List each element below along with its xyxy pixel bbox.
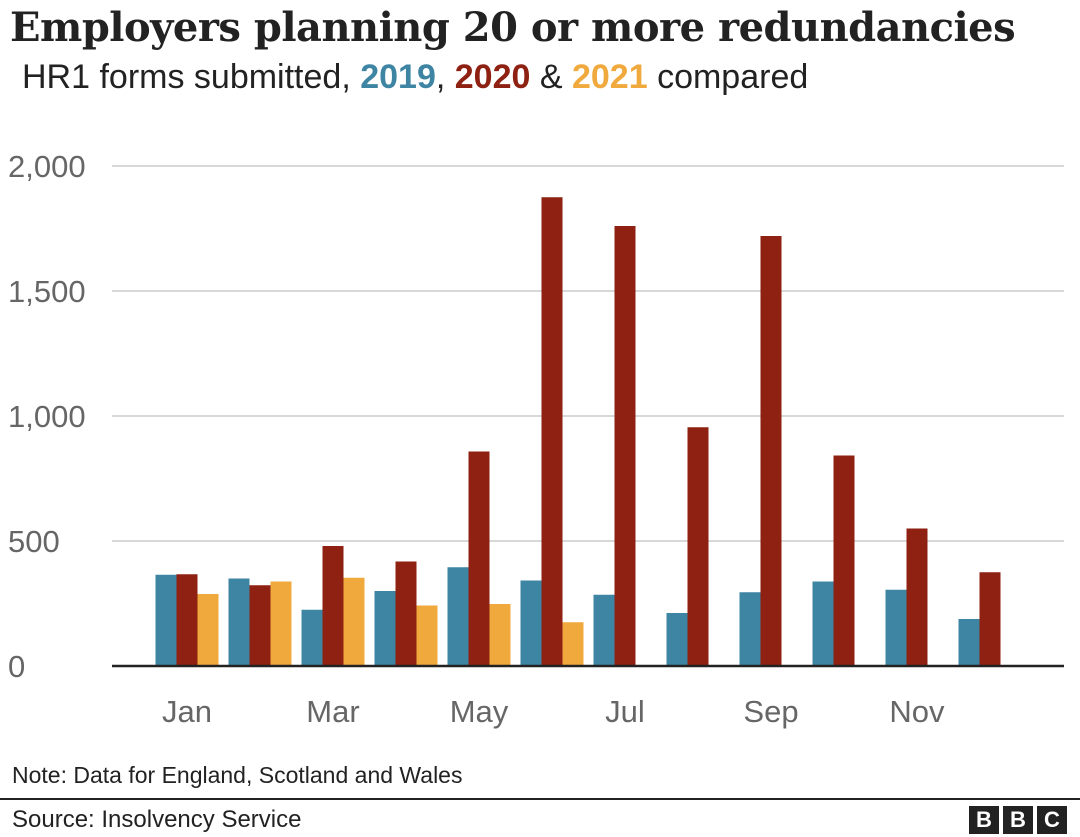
y-tick-label: 1,500 [8, 274, 86, 309]
bar-2019-apr [374, 591, 396, 666]
bars [155, 197, 1001, 666]
subtitle-prefix: HR1 forms submitted, [22, 58, 361, 96]
y-tick-label: 500 [8, 524, 60, 559]
bar-2019-nov [885, 589, 907, 666]
bar-2019-dec [958, 619, 980, 666]
chart-subtitle: HR1 forms submitted, 2019, 2020 & 2021 c… [22, 58, 808, 97]
bar-2019-jun [520, 580, 542, 666]
bar-2021-may [489, 604, 511, 666]
gridlines: 0 500 1,000 1,500 2,000 [8, 149, 1064, 684]
bar-2020-apr [395, 561, 417, 666]
bar-2019-feb [228, 578, 250, 666]
bar-2019-may [447, 567, 469, 666]
bar-2019-mar [301, 609, 323, 666]
bar-2020-may [468, 451, 490, 666]
bar-2020-feb [249, 585, 271, 666]
bar-2020-jan [176, 574, 198, 666]
y-tick-label: 0 [8, 649, 25, 684]
chart-source: Source: Insolvency Service [12, 806, 302, 833]
bbc-logo-letter: B [969, 806, 999, 834]
bar-2019-jul [593, 594, 615, 666]
bar-2021-jan [197, 594, 219, 666]
bar-2019-sep [739, 592, 761, 666]
subtitle-separator: , [435, 58, 455, 96]
legend-2021: 2021 [571, 58, 648, 96]
bar-2021-jun [562, 622, 584, 666]
bar-2020-mar [322, 546, 344, 666]
axes: Jan Mar May Jul Sep Nov [112, 664, 1064, 729]
bar-2020-sep [760, 236, 782, 666]
bar-2019-oct [812, 581, 834, 666]
y-tick-label: 2,000 [8, 149, 86, 184]
chart-note: Note: Data for England, Scotland and Wal… [12, 762, 463, 788]
bar-2021-feb [270, 581, 292, 666]
x-tick-label: Jan [162, 694, 212, 729]
x-tick-label: Nov [889, 694, 945, 729]
bbc-logo-letter: B [1003, 806, 1033, 834]
bar-2019-aug [666, 613, 688, 666]
legend-2019: 2019 [360, 58, 436, 96]
bar-2020-oct [833, 455, 855, 666]
bar-2021-apr [416, 605, 438, 666]
y-tick-label: 1,000 [8, 399, 86, 434]
footer-divider [0, 798, 1080, 800]
x-tick-label: Jul [605, 694, 645, 729]
bar-2021-mar [343, 577, 365, 666]
subtitle-suffix: compared [647, 58, 809, 96]
bar-2019-jan [155, 574, 177, 666]
chart-title: Employers planning 20 or more redundanci… [10, 4, 1016, 51]
bbc-logo: B B C [969, 806, 1067, 834]
subtitle-ampersand: & [530, 58, 572, 96]
x-tick-label: Sep [743, 694, 798, 729]
bar-2020-nov [906, 528, 928, 666]
bar-2020-jun [541, 197, 563, 666]
legend-2020: 2020 [454, 58, 531, 96]
bar-2020-aug [687, 427, 709, 666]
bbc-logo-letter: C [1037, 806, 1067, 834]
bar-2020-jul [614, 226, 636, 666]
x-tick-label: Mar [306, 694, 359, 729]
bar-2020-dec [979, 572, 1001, 666]
x-tick-label: May [450, 694, 509, 729]
